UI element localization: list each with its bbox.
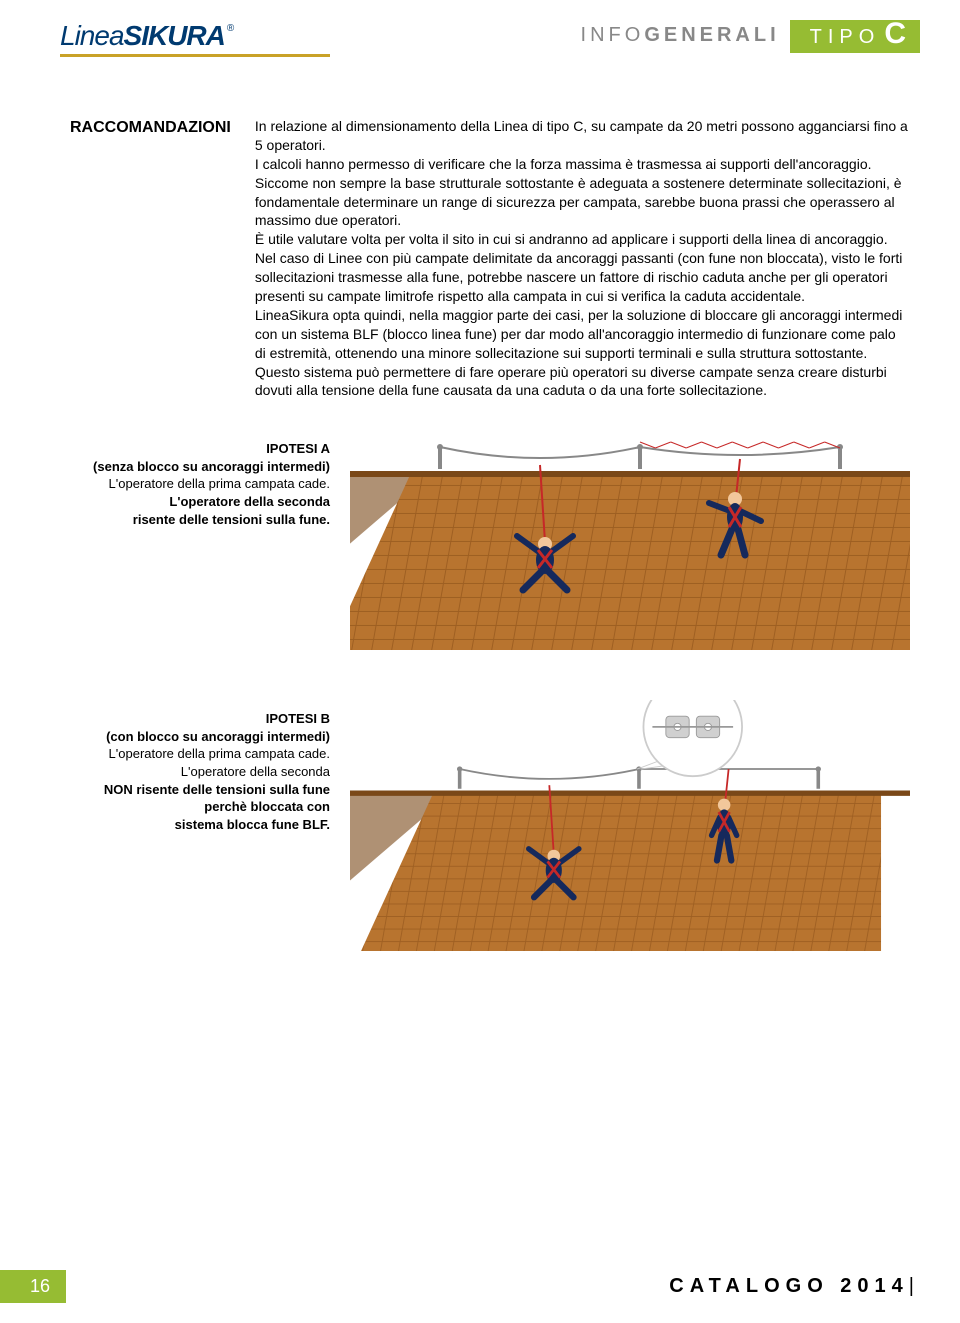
hypothesis-b-line6: sistema blocca fune BLF. [70,816,330,834]
catalog-label: CATALOGO 2014| [669,1275,920,1298]
logo-registered: ® [227,23,233,34]
body-paragraph: Siccome non sempre la base strutturale s… [255,174,910,231]
body-paragraph: Questo sistema può permettere di fare op… [255,363,910,401]
hypothesis-b: IPOTESI B (con blocco su ancoraggi inter… [0,660,960,960]
section-heading: RACCOMANDAZIONI [70,117,231,400]
tipo-label: TIPO [810,26,881,49]
hypothesis-a-diagram [350,430,910,660]
logo-text-sikura: SIKURA [124,20,225,52]
hypothesis-b-line2: L'operatore della prima campata cade. [70,745,330,763]
page-header: Linea SIKURA ® INFOGENERALI TIPO C [0,0,960,67]
body-paragraph: È utile valutare volta per volta il sito… [255,230,910,249]
hypothesis-b-line1: (con blocco su ancoraggi intermedi) [70,728,330,746]
body-paragraph: LineaSikura opta quindi, nella maggior p… [255,306,910,363]
hypothesis-a-text: IPOTESI A (senza blocco su ancoraggi int… [70,430,330,660]
hypothesis-b-text: IPOTESI B (con blocco su ancoraggi inter… [70,700,330,960]
logo-text-linea: Linea [60,20,124,52]
hypothesis-a-title: IPOTESI A [70,440,330,458]
logo-underline [60,54,330,57]
body-paragraph: In relazione al dimensionamento della Li… [255,117,910,155]
hypothesis-b-line4: NON risente delle tensioni sulla fune [70,781,330,799]
hypothesis-a-line1: (senza blocco su ancoraggi intermedi) [70,458,330,476]
body-paragraph: Nel caso di Linee con più campate delimi… [255,249,910,306]
hypothesis-b-title: IPOTESI B [70,710,330,728]
hypothesis-a: IPOTESI A (senza blocco su ancoraggi int… [0,400,960,660]
page-footer: 16 CATALOGO 2014| [0,1270,920,1303]
hypothesis-a-line4: risente delle tensioni sulla fune. [70,511,330,529]
info-bold: GENERALI [644,24,779,46]
logo: Linea SIKURA ® [60,20,330,57]
hypothesis-a-line2: L'operatore della prima campata cade. [70,475,330,493]
header-category: INFOGENERALI [581,20,780,47]
type-badge: TIPO C [790,20,920,53]
tipo-letter: C [884,24,906,44]
body-paragraph: I calcoli hanno permesso di verificare c… [255,155,910,174]
catalog-text: CATALOGO 2014 [669,1275,909,1297]
page-number: 16 [0,1270,66,1303]
hypothesis-a-line3: L'operatore della seconda [70,493,330,511]
recommendations-section: RACCOMANDAZIONI In relazione al dimensio… [0,67,960,400]
info-light: INFO [581,24,645,46]
catalog-pipe: | [909,1275,920,1297]
hypothesis-b-line3: L'operatore della seconda [70,763,330,781]
hypothesis-b-diagram [350,700,910,960]
hypothesis-b-line5: perchè bloccata con [70,798,330,816]
section-body: In relazione al dimensionamento della Li… [255,117,910,400]
